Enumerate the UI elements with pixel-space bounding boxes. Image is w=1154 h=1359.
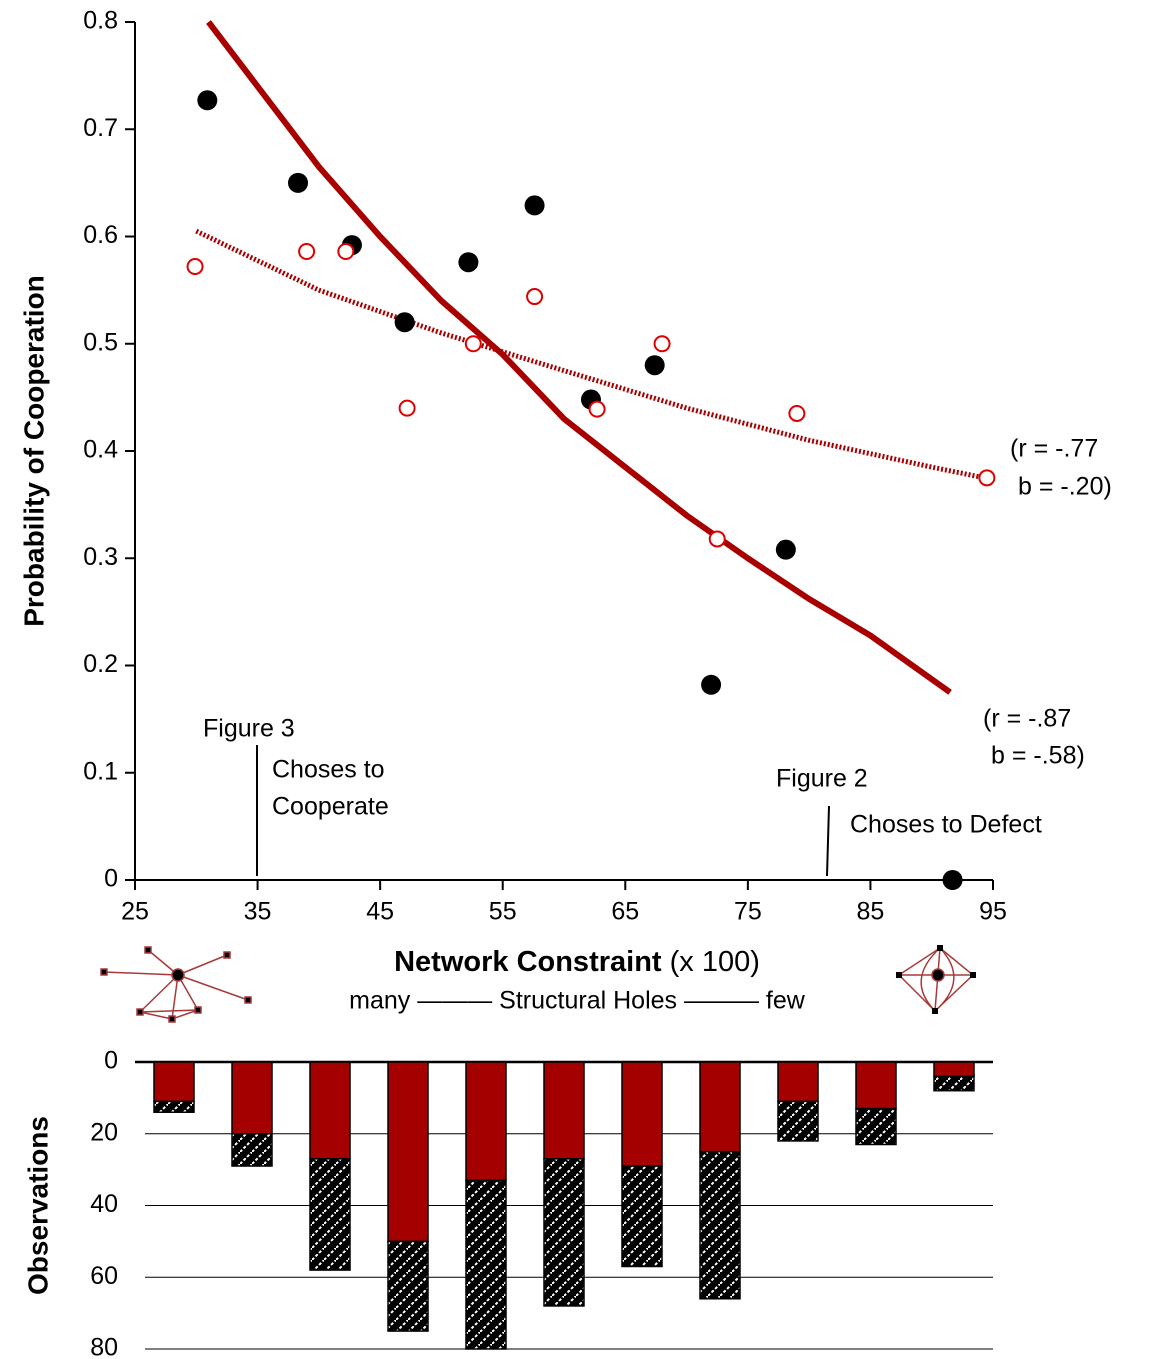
y-tick-label: 0.3 [83,543,118,571]
x-tick-label: 45 [366,898,394,926]
point [527,289,542,304]
x-axis-title-main: Network Constraint [394,946,662,978]
y-tick-label: 0 [104,1047,118,1075]
annotation: Choses to [272,756,385,784]
point [590,402,605,417]
point [789,406,804,421]
bar-segment [232,1062,272,1134]
point [466,336,481,351]
y-tick-label: 0 [104,865,118,893]
x-axis-title-note: (x 100) [670,946,760,978]
y-axis-title: Probability of Cooperation [18,275,49,627]
bar-segment [778,1062,818,1101]
annotation: Cooperate [272,793,389,821]
x-tick-label: 75 [734,898,762,926]
y-tick-label: 0.2 [83,650,118,678]
bar-segment [154,1062,194,1101]
annotation: b = -.58) [991,742,1085,770]
point [710,531,725,546]
point [776,540,796,560]
annotation: Choses to Defect [850,811,1042,839]
leader-line [827,806,829,876]
annotation: Figure 2 [776,765,868,793]
y-tick-label: 0.7 [83,114,118,142]
bar-segment [934,1062,974,1076]
point [979,470,994,485]
y-tick-label: 0.1 [83,757,118,785]
y-tick-label: 20 [90,1118,118,1146]
bar-segment [310,1159,350,1270]
y-tick-label: 40 [90,1190,118,1218]
bar-segment [544,1159,584,1306]
annotation: b = -.20) [1018,473,1112,501]
bar-segment [856,1109,896,1145]
bar-segment [856,1062,896,1109]
bar-segment [544,1062,584,1159]
x-tick-label: 85 [857,898,885,926]
point [197,90,217,110]
annotation: (r = -.87 [983,705,1071,733]
x-tick-label: 55 [489,898,517,926]
point [395,312,415,332]
point [400,401,415,416]
chart: 0 0.1 0.2 0.3 0.4 0.5 0.6 0.7 0.8 25 35 45 55 65 75 85 9… [0,0,1154,1359]
y-tick-label: 80 [90,1334,118,1359]
x-tick-label: 35 [244,898,272,926]
bar-segment [388,1241,428,1331]
y-tick-label: 0.5 [83,328,118,356]
y-tick-label: 60 [90,1262,118,1290]
bar-segment [934,1076,974,1090]
bar-segment [700,1062,740,1152]
bar-segment [700,1152,740,1299]
bar-segment [466,1180,506,1349]
y-tick-label: 0.8 [83,7,118,35]
x-tick-label: 65 [611,898,639,926]
annotation: Figure 3 [203,715,295,743]
y-axis-title: Observations [22,1116,53,1295]
network-icon [896,945,976,1014]
point [458,252,478,272]
bar-segment [622,1166,662,1266]
bar-segment [388,1062,428,1241]
bar-segment [622,1062,662,1166]
point [338,244,353,259]
point [525,195,545,215]
bar-segment [778,1101,818,1140]
y-tick-label: 0.4 [83,436,118,464]
point [645,355,665,375]
point [655,336,670,351]
x-axis-title: Network Constraint (x 100) [394,946,760,978]
fit-curve [209,22,951,692]
page: {"chart_data": [ {"type": "scatter", "yl… [0,0,1154,1359]
point [188,259,203,274]
y-tick-label: 0.6 [83,221,118,249]
point [943,870,963,890]
point [701,675,721,695]
bar-segment [310,1062,350,1159]
subtitle: many ——— Structural Holes ——— few [349,987,806,1015]
point [288,173,308,193]
x-tick-label: 25 [121,898,149,926]
point [299,244,314,259]
annotation: (r = -.77 [1010,435,1098,463]
bar-segment [232,1134,272,1166]
x-tick-label: 95 [979,898,1007,926]
bar-segment [154,1101,194,1112]
bar-segment [466,1062,506,1180]
network-icon [101,947,251,1022]
